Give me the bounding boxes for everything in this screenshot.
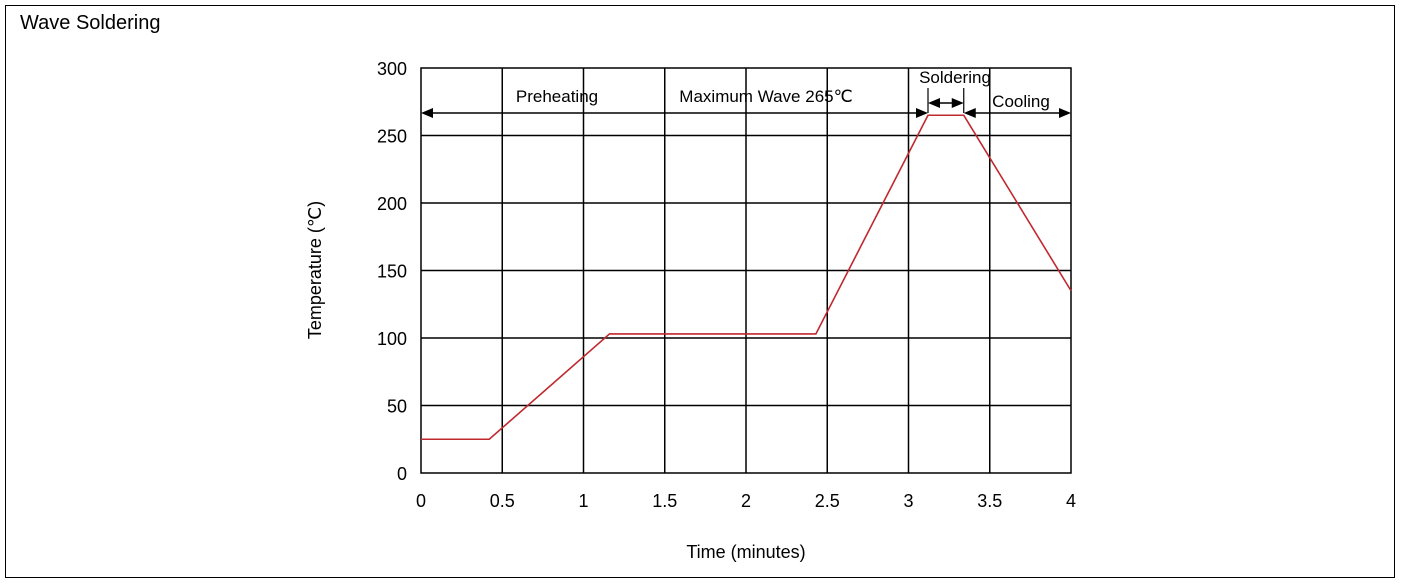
x-tick-label: 2.5 [815, 491, 840, 511]
cooling-arrow-head-right [1059, 108, 1071, 118]
y-tick-label: 200 [377, 194, 407, 214]
annotation-preheating: Preheating [516, 87, 598, 106]
annotation-maximum-wave: Maximum Wave 265℃ [679, 87, 852, 106]
y-tick-label: 0 [397, 464, 407, 484]
x-tick-label: 4 [1066, 491, 1076, 511]
annotation-soldering: Soldering [919, 68, 991, 87]
y-tick-label: 300 [377, 59, 407, 79]
y-tick-label: 100 [377, 329, 407, 349]
temperature-profile-line [421, 114, 1072, 441]
x-tick-label: 1.5 [652, 491, 677, 511]
preheat-arrow-head-left [421, 108, 433, 118]
x-tick-label: 0 [416, 491, 426, 511]
cooling-arrow-head-left [963, 108, 976, 118]
annotation-cooling: Cooling [992, 92, 1050, 111]
x-tick-label: 2 [741, 491, 751, 511]
x-tick-label: 3 [903, 491, 913, 511]
y-axis-label: Temperature (℃) [305, 201, 325, 339]
y-tick-label: 50 [387, 397, 407, 417]
soldering-arrow-head-left [928, 98, 940, 108]
y-tick-label: 150 [377, 262, 407, 282]
y-tick-label: 250 [377, 127, 407, 147]
chart-title: Wave Soldering [20, 12, 161, 34]
x-tick-label: 3.5 [977, 491, 1002, 511]
preheat-arrow-head-right [916, 108, 928, 118]
x-tick-label: 0.5 [490, 491, 515, 511]
x-tick-label: 1 [578, 491, 588, 511]
chart-frame [5, 5, 1395, 578]
soldering-arrow-head-right [951, 98, 964, 108]
x-axis-label: Time (minutes) [686, 542, 805, 562]
